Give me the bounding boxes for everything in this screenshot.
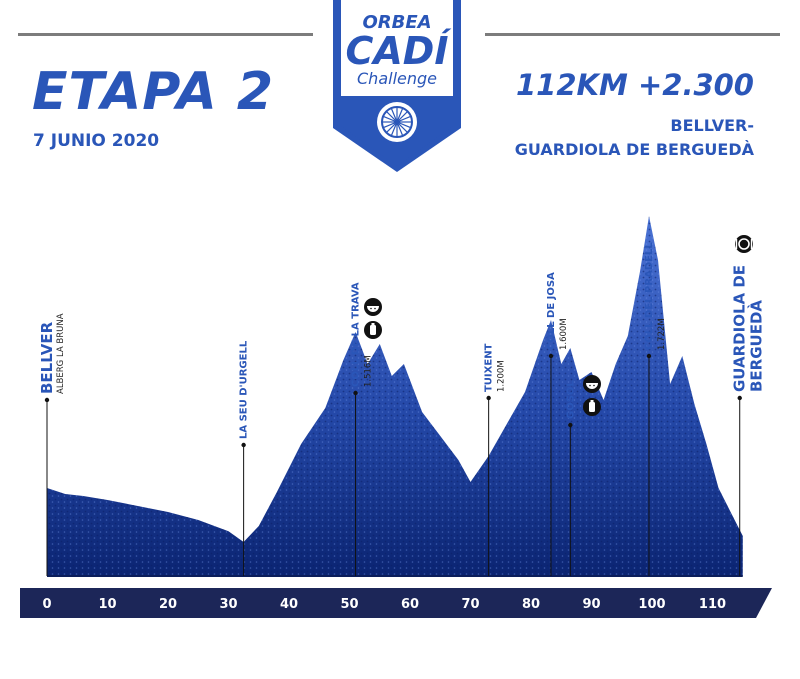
marker-dot (646, 353, 652, 359)
marker-la-seu-durgell: LA SEU D'URGELL (239, 340, 250, 576)
marker-dot (737, 395, 742, 401)
marker-name: COLL DE LA TRAVA (351, 282, 362, 387)
marker-name: GUARDIOLA DE (731, 265, 749, 392)
x-tick-label: 50 (340, 597, 358, 612)
logo-name: CADÍ (346, 29, 453, 73)
stage-route: BELLVER- GUARDIOLA DE BERGUEDÀ (515, 114, 754, 162)
water-bottle-icon (583, 398, 601, 416)
marker-coll-de-josa: COLL DE JOSA 1.600M (546, 272, 569, 576)
marker-guardiola-de-bergueda: GUARDIOLA DE BERGUEDÀ (731, 235, 766, 576)
stage-distance-elevation: 112KM +2.300 (516, 68, 754, 102)
marker-name: COLL DE JOSA (546, 272, 557, 350)
watermelon-feed-icon (583, 375, 601, 393)
marker-coll-del-pradell: COLL DEL PRADELL 1.722M (644, 242, 667, 576)
stage-title: ETAPA 2 (32, 62, 275, 122)
plate-cutlery-icon (735, 235, 753, 253)
marker-name-line2: BERGUEDÀ (747, 300, 766, 392)
marker-name: TUIXENT (484, 343, 495, 392)
water-bottle-icon (364, 321, 382, 339)
marker-dot (44, 397, 50, 403)
stage-date: 7 JUNIO 2020 (33, 131, 160, 151)
marker-tuixent: TUIXENT 1.200M (484, 343, 507, 576)
logo-tagline: Challenge (357, 69, 437, 88)
orbea-cadi-logo: ORBEA CADÍ Challenge (333, 0, 461, 172)
logo-brand: ORBEA (362, 12, 431, 33)
marker-coll-de-la-trava: COLL DE LA TRAVA 1.516M (351, 282, 382, 576)
route-line-2: GUARDIOLA DE BERGUEDÀ (514, 140, 754, 159)
x-tick-label: 20 (159, 597, 177, 612)
x-tick-label: 30 (219, 597, 237, 612)
header-rule-right (485, 33, 780, 36)
x-tick-label: 60 (401, 597, 419, 612)
marker-subtitle: 1.516M (364, 355, 374, 387)
marker-subtitle: 1.200M (497, 360, 507, 392)
marker-dot (548, 353, 554, 359)
marker-gosol: GÓSOL (563, 375, 601, 576)
watermelon-feed-icon (364, 298, 382, 316)
x-tick-label: 0 (42, 597, 51, 612)
x-tick-label: 100 (638, 597, 665, 612)
marker-dot (241, 442, 246, 448)
x-tick-label: 40 (280, 597, 298, 612)
marker-dot (353, 390, 358, 396)
marker-subtitle: 1.600M (559, 318, 569, 350)
route-line-1: BELLVER- (670, 116, 754, 135)
marker-name: LA SEU D'URGELL (239, 340, 250, 439)
x-axis-band (20, 588, 772, 618)
marker-name: BELLVER (38, 321, 56, 394)
x-tick-label: 80 (522, 597, 540, 612)
header-rule-left (18, 33, 313, 36)
x-tick-label: 90 (582, 597, 600, 612)
marker-dot (486, 395, 491, 401)
x-tick-label: 110 (699, 597, 726, 612)
marker-name: GÓSOL (563, 380, 576, 419)
marker-name: COLL DEL PRADELL (644, 242, 655, 350)
marker-bellver: BELLVER ALBERG LA BRUNA (38, 313, 66, 576)
marker-subtitle: ALBERG LA BRUNA (56, 313, 66, 394)
marker-subtitle: 1.722M (657, 318, 667, 350)
elevation-profile-texture (47, 216, 743, 576)
marker-dot (568, 422, 573, 428)
x-tick-label: 70 (461, 597, 479, 612)
x-tick-label: 10 (98, 597, 116, 612)
bicycle-wheel-icon (377, 102, 417, 142)
